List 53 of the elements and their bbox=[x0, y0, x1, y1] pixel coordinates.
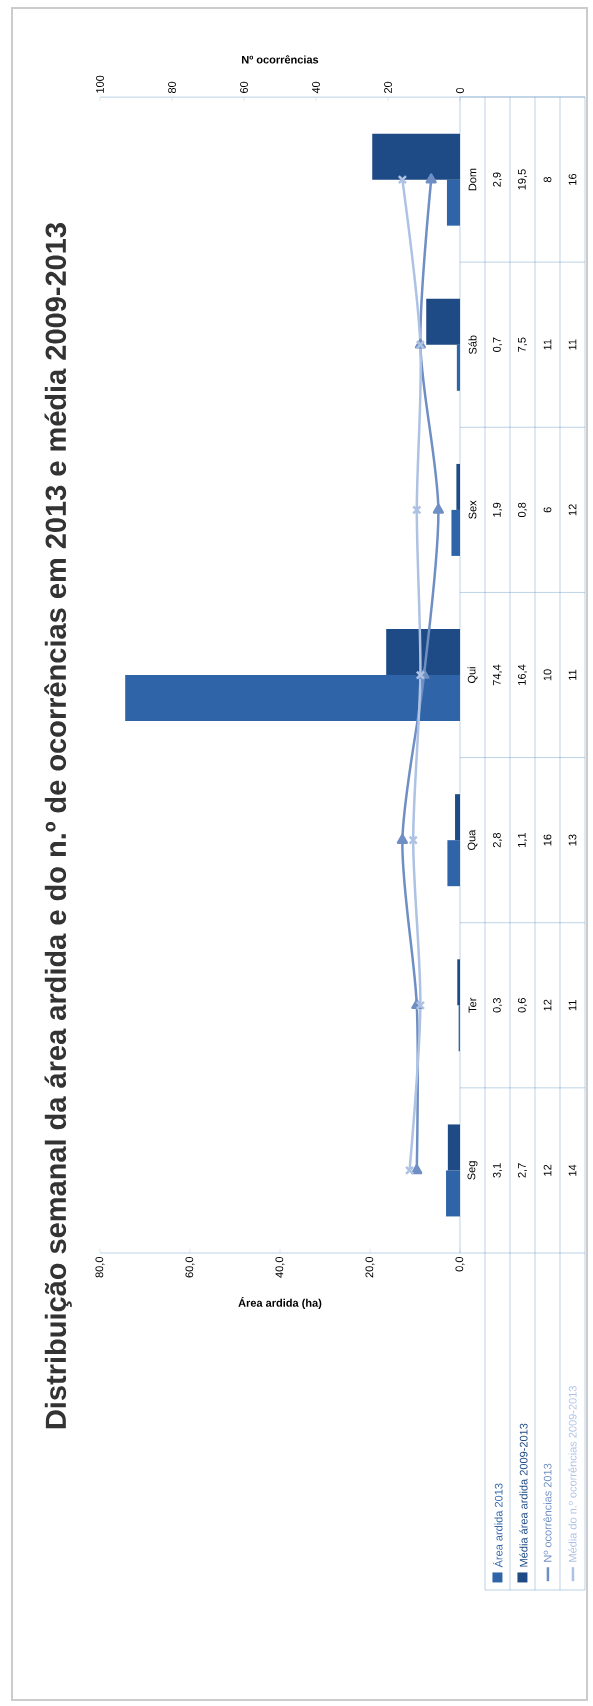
x2-tick-label: 100 bbox=[96, 75, 104, 93]
x2-axis-title: Nº ocorrências bbox=[242, 55, 319, 64]
x-tick-label: 60,0 bbox=[185, 1256, 195, 1278]
y-tick-label: Qua bbox=[467, 829, 478, 851]
y-tick-label: Sáb bbox=[468, 335, 477, 354]
x-tick-label: 0,0 bbox=[455, 1256, 465, 1272]
data-label: 14 bbox=[568, 1164, 577, 1176]
data-label: 6 bbox=[543, 507, 552, 513]
data-label: 2,7 bbox=[517, 1163, 528, 1178]
text: Nº ocorrências 2013 bbox=[543, 1463, 552, 1562]
text: Média do n.º ocorrências 2009-2013 bbox=[568, 1386, 577, 1562]
data-label: 7,5 bbox=[518, 337, 527, 352]
x2-tick-label: 80 bbox=[168, 81, 176, 94]
data-label: 12 bbox=[568, 504, 577, 516]
data-label: 1,9 bbox=[492, 502, 503, 517]
data-label: 0,6 bbox=[517, 998, 528, 1013]
x-tick-label: 20,0 bbox=[365, 1256, 375, 1278]
data-label: 16 bbox=[543, 834, 552, 846]
data-label: 0,8 bbox=[517, 502, 528, 518]
y-tick-label: Sex bbox=[468, 500, 477, 519]
data-label: 10 bbox=[543, 669, 552, 681]
data-label: 13 bbox=[568, 834, 577, 846]
data-label: 12 bbox=[543, 999, 552, 1011]
data-label: 2,9 bbox=[492, 172, 503, 187]
data-label: 0,3 bbox=[492, 998, 503, 1013]
y-tick-label: Dom bbox=[468, 168, 477, 191]
x-axis-title: Área ardida (ha) bbox=[238, 1297, 322, 1310]
data-label: 16,4 bbox=[517, 664, 528, 685]
data-label: 2,8 bbox=[492, 832, 503, 848]
y-tick-label: Qui bbox=[467, 667, 478, 684]
x-tick-label: 80,0 bbox=[95, 1256, 105, 1278]
text: Média área ardida 2009-2013 bbox=[519, 1423, 528, 1567]
text: Área ardida 2013 bbox=[492, 1483, 503, 1568]
text: Distribuição semanal da área ardida e do n.º de ocorrências em 2013 e média 2009-2013 bbox=[44, 223, 72, 1429]
x2-tick-label: 0 bbox=[456, 87, 464, 94]
y-tick-label: Seg bbox=[467, 1161, 478, 1180]
data-label: 74,4 bbox=[493, 664, 502, 686]
data-label: 11 bbox=[568, 669, 577, 680]
data-label: 12 bbox=[543, 1164, 552, 1176]
data-label: 16 bbox=[568, 173, 577, 185]
data-label: 11 bbox=[568, 1000, 577, 1011]
data-label: 3,1 bbox=[492, 1163, 503, 1178]
x-tick-label: 40,0 bbox=[275, 1256, 285, 1278]
data-label: 1,1 bbox=[518, 833, 527, 847]
data-label: 8 bbox=[543, 176, 552, 183]
x2-tick-label: 20 bbox=[384, 81, 392, 94]
y-tick-label: Ter bbox=[468, 997, 477, 1013]
data-label: 0,7 bbox=[492, 337, 503, 352]
x2-tick-label: 40 bbox=[312, 81, 320, 94]
data-label: 19,5 bbox=[517, 169, 528, 190]
x2-tick-label: 60 bbox=[240, 81, 248, 93]
data-label: 11 bbox=[568, 339, 577, 350]
data-label: 11 bbox=[543, 339, 552, 350]
